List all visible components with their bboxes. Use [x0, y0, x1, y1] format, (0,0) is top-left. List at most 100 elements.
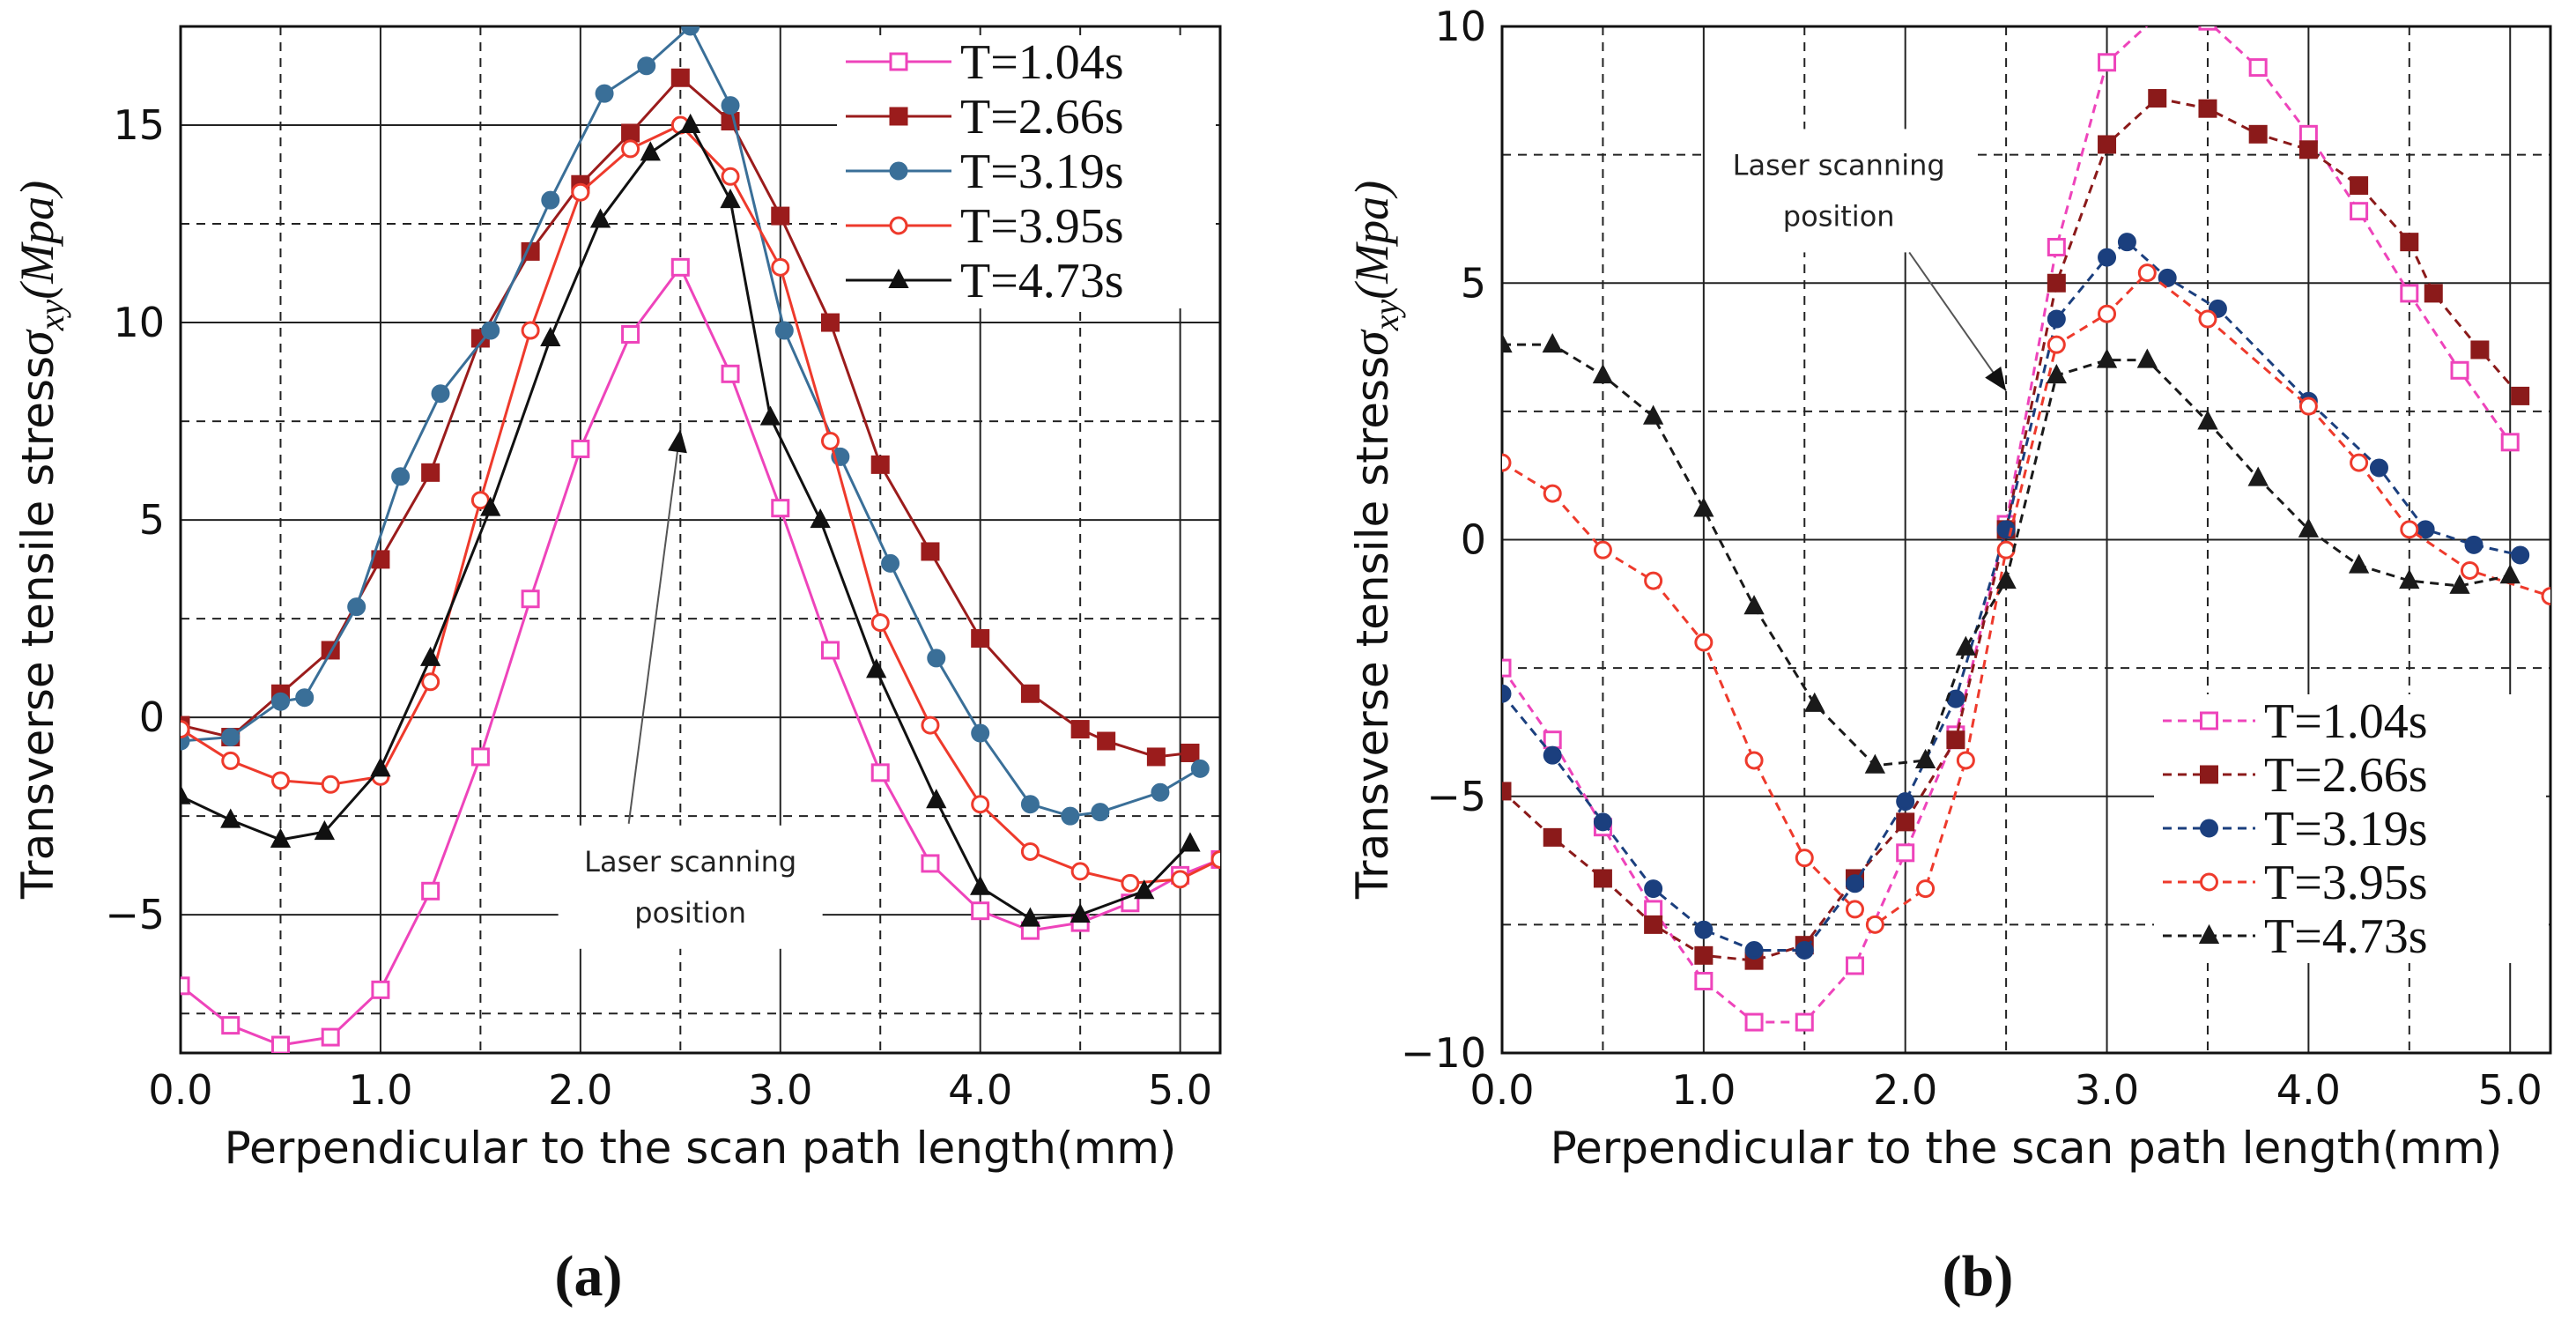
data-point: [2096, 348, 2118, 368]
data-point: [1644, 915, 1663, 934]
data-point: [540, 326, 561, 346]
data-point: [2400, 520, 2419, 539]
legend-marker: [2200, 765, 2218, 784]
data-point: [1151, 782, 1170, 802]
data-point: [347, 597, 366, 617]
data-point: [670, 257, 690, 277]
y-axis-label-symbol: σ: [7, 329, 64, 356]
y-tick-label: 15: [113, 101, 165, 149]
data-point: [1744, 751, 1764, 770]
data-point: [2350, 176, 2369, 196]
data-point: [2098, 53, 2117, 72]
data-point: [621, 325, 640, 344]
data-point: [881, 553, 900, 573]
legend-marker: [2200, 819, 2218, 838]
data-point: [1845, 900, 1864, 919]
data-point: [421, 881, 440, 901]
data-point: [1865, 915, 1884, 934]
data-point: [971, 629, 990, 649]
data-point: [771, 257, 790, 277]
data-point: [866, 658, 887, 678]
y-tick-label: 5: [139, 496, 165, 544]
legend-background: [2154, 694, 2546, 748]
x-tick-label: 1.0: [1671, 1066, 1736, 1114]
data-point: [921, 715, 940, 735]
data-point: [1020, 684, 1040, 703]
data-point: [1180, 832, 1201, 852]
data-point: [1502, 684, 1512, 703]
data-point: [480, 496, 501, 516]
panel-label: (b): [1943, 1244, 2014, 1308]
data-point: [2500, 433, 2520, 452]
data-point: [1956, 751, 1975, 770]
legend-background: [2154, 909, 2546, 963]
data-point: [1543, 484, 1562, 503]
data-point: [1996, 540, 2016, 560]
data-point: [1644, 571, 1663, 590]
data-point: [1146, 747, 1166, 767]
data-point: [321, 775, 340, 794]
data-point: [1593, 540, 1612, 560]
x-tick-label: 0.0: [1469, 1066, 1534, 1114]
data-point: [1070, 862, 1090, 881]
data-point: [926, 789, 947, 809]
data-point: [721, 364, 740, 383]
data-point: [1061, 806, 1080, 826]
data-point: [1896, 812, 1915, 832]
data-point: [1795, 849, 1814, 868]
x-tick-label: 3.0: [748, 1066, 812, 1114]
data-point: [970, 875, 991, 895]
data-point: [810, 508, 831, 529]
data-point: [921, 542, 940, 561]
data-point: [370, 757, 391, 777]
data-point: [595, 84, 614, 103]
data-point: [1896, 843, 1915, 863]
annotation-arrow-head: [1985, 366, 2007, 391]
data-point: [2117, 233, 2136, 252]
data-point: [640, 141, 661, 161]
data-point: [220, 808, 241, 828]
data-point: [927, 649, 946, 668]
data-point: [2047, 309, 2066, 329]
data-point: [681, 26, 700, 36]
data-point: [521, 589, 540, 609]
annotation-arrow-line: [627, 428, 682, 824]
data-point: [971, 901, 990, 921]
data-point: [2449, 574, 2470, 594]
data-point: [1795, 941, 1814, 960]
data-point: [2150, 8, 2165, 24]
y-axis-label-subscript: xy: [32, 300, 71, 332]
data-point: [870, 613, 890, 633]
data-point: [1121, 873, 1140, 893]
x-tick-label: 2.0: [548, 1066, 612, 1114]
data-point: [270, 827, 292, 849]
data-point: [1864, 753, 1886, 774]
data-point: [1744, 941, 1764, 960]
data-point: [589, 208, 611, 228]
data-point: [759, 405, 781, 426]
data-point: [1743, 595, 1765, 615]
data-point: [637, 56, 656, 76]
data-point: [1845, 874, 1864, 893]
data-point: [2298, 397, 2318, 416]
legend-label: T=2.66s: [960, 90, 1124, 145]
data-point: [2350, 453, 2369, 472]
series-line: [1502, 96, 2521, 962]
y-tick-label: 10: [1434, 3, 1486, 50]
data-point: [1019, 907, 1041, 927]
x-tick-label: 3.0: [2075, 1066, 2139, 1114]
data-point: [1694, 971, 1714, 990]
data-point: [1171, 870, 1190, 889]
data-point: [1181, 743, 1200, 762]
data-point: [721, 167, 740, 186]
data-point: [431, 384, 450, 404]
data-point: [870, 763, 890, 782]
panel-label: (a): [555, 1244, 623, 1308]
panel-a-chart: 0.0 1.0 2.0 3.0 4.0 5.0 −5 0 5 10 15 Perpendicular …: [7, 25, 1222, 1308]
legend-label: T=4.73s: [2264, 909, 2428, 964]
data-point: [721, 96, 740, 115]
legend-marker: [889, 161, 908, 181]
legend-label: T=3.19s: [960, 145, 1124, 199]
data-point: [1091, 803, 1110, 822]
